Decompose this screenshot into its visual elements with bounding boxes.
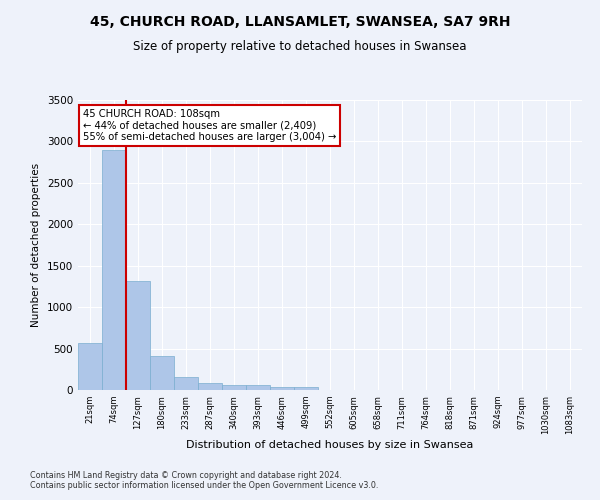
Bar: [126, 280, 150, 390]
Y-axis label: Number of detached properties: Number of detached properties: [31, 163, 41, 327]
Bar: [78, 343, 102, 390]
Bar: [174, 377, 198, 390]
X-axis label: Distribution of detached houses by size in Swansea: Distribution of detached houses by size …: [187, 440, 473, 450]
Bar: [198, 384, 222, 390]
Bar: [294, 387, 318, 390]
Text: 45, CHURCH ROAD, LLANSAMLET, SWANSEA, SA7 9RH: 45, CHURCH ROAD, LLANSAMLET, SWANSEA, SA…: [90, 15, 510, 29]
Bar: [270, 386, 294, 390]
Text: 45 CHURCH ROAD: 108sqm
← 44% of detached houses are smaller (2,409)
55% of semi-: 45 CHURCH ROAD: 108sqm ← 44% of detached…: [83, 108, 337, 142]
Bar: [102, 150, 126, 390]
Text: Size of property relative to detached houses in Swansea: Size of property relative to detached ho…: [133, 40, 467, 53]
Bar: [150, 356, 174, 390]
Bar: [246, 386, 270, 390]
Text: Contains HM Land Registry data © Crown copyright and database right 2024.
Contai: Contains HM Land Registry data © Crown c…: [30, 470, 379, 490]
Bar: [222, 385, 246, 390]
